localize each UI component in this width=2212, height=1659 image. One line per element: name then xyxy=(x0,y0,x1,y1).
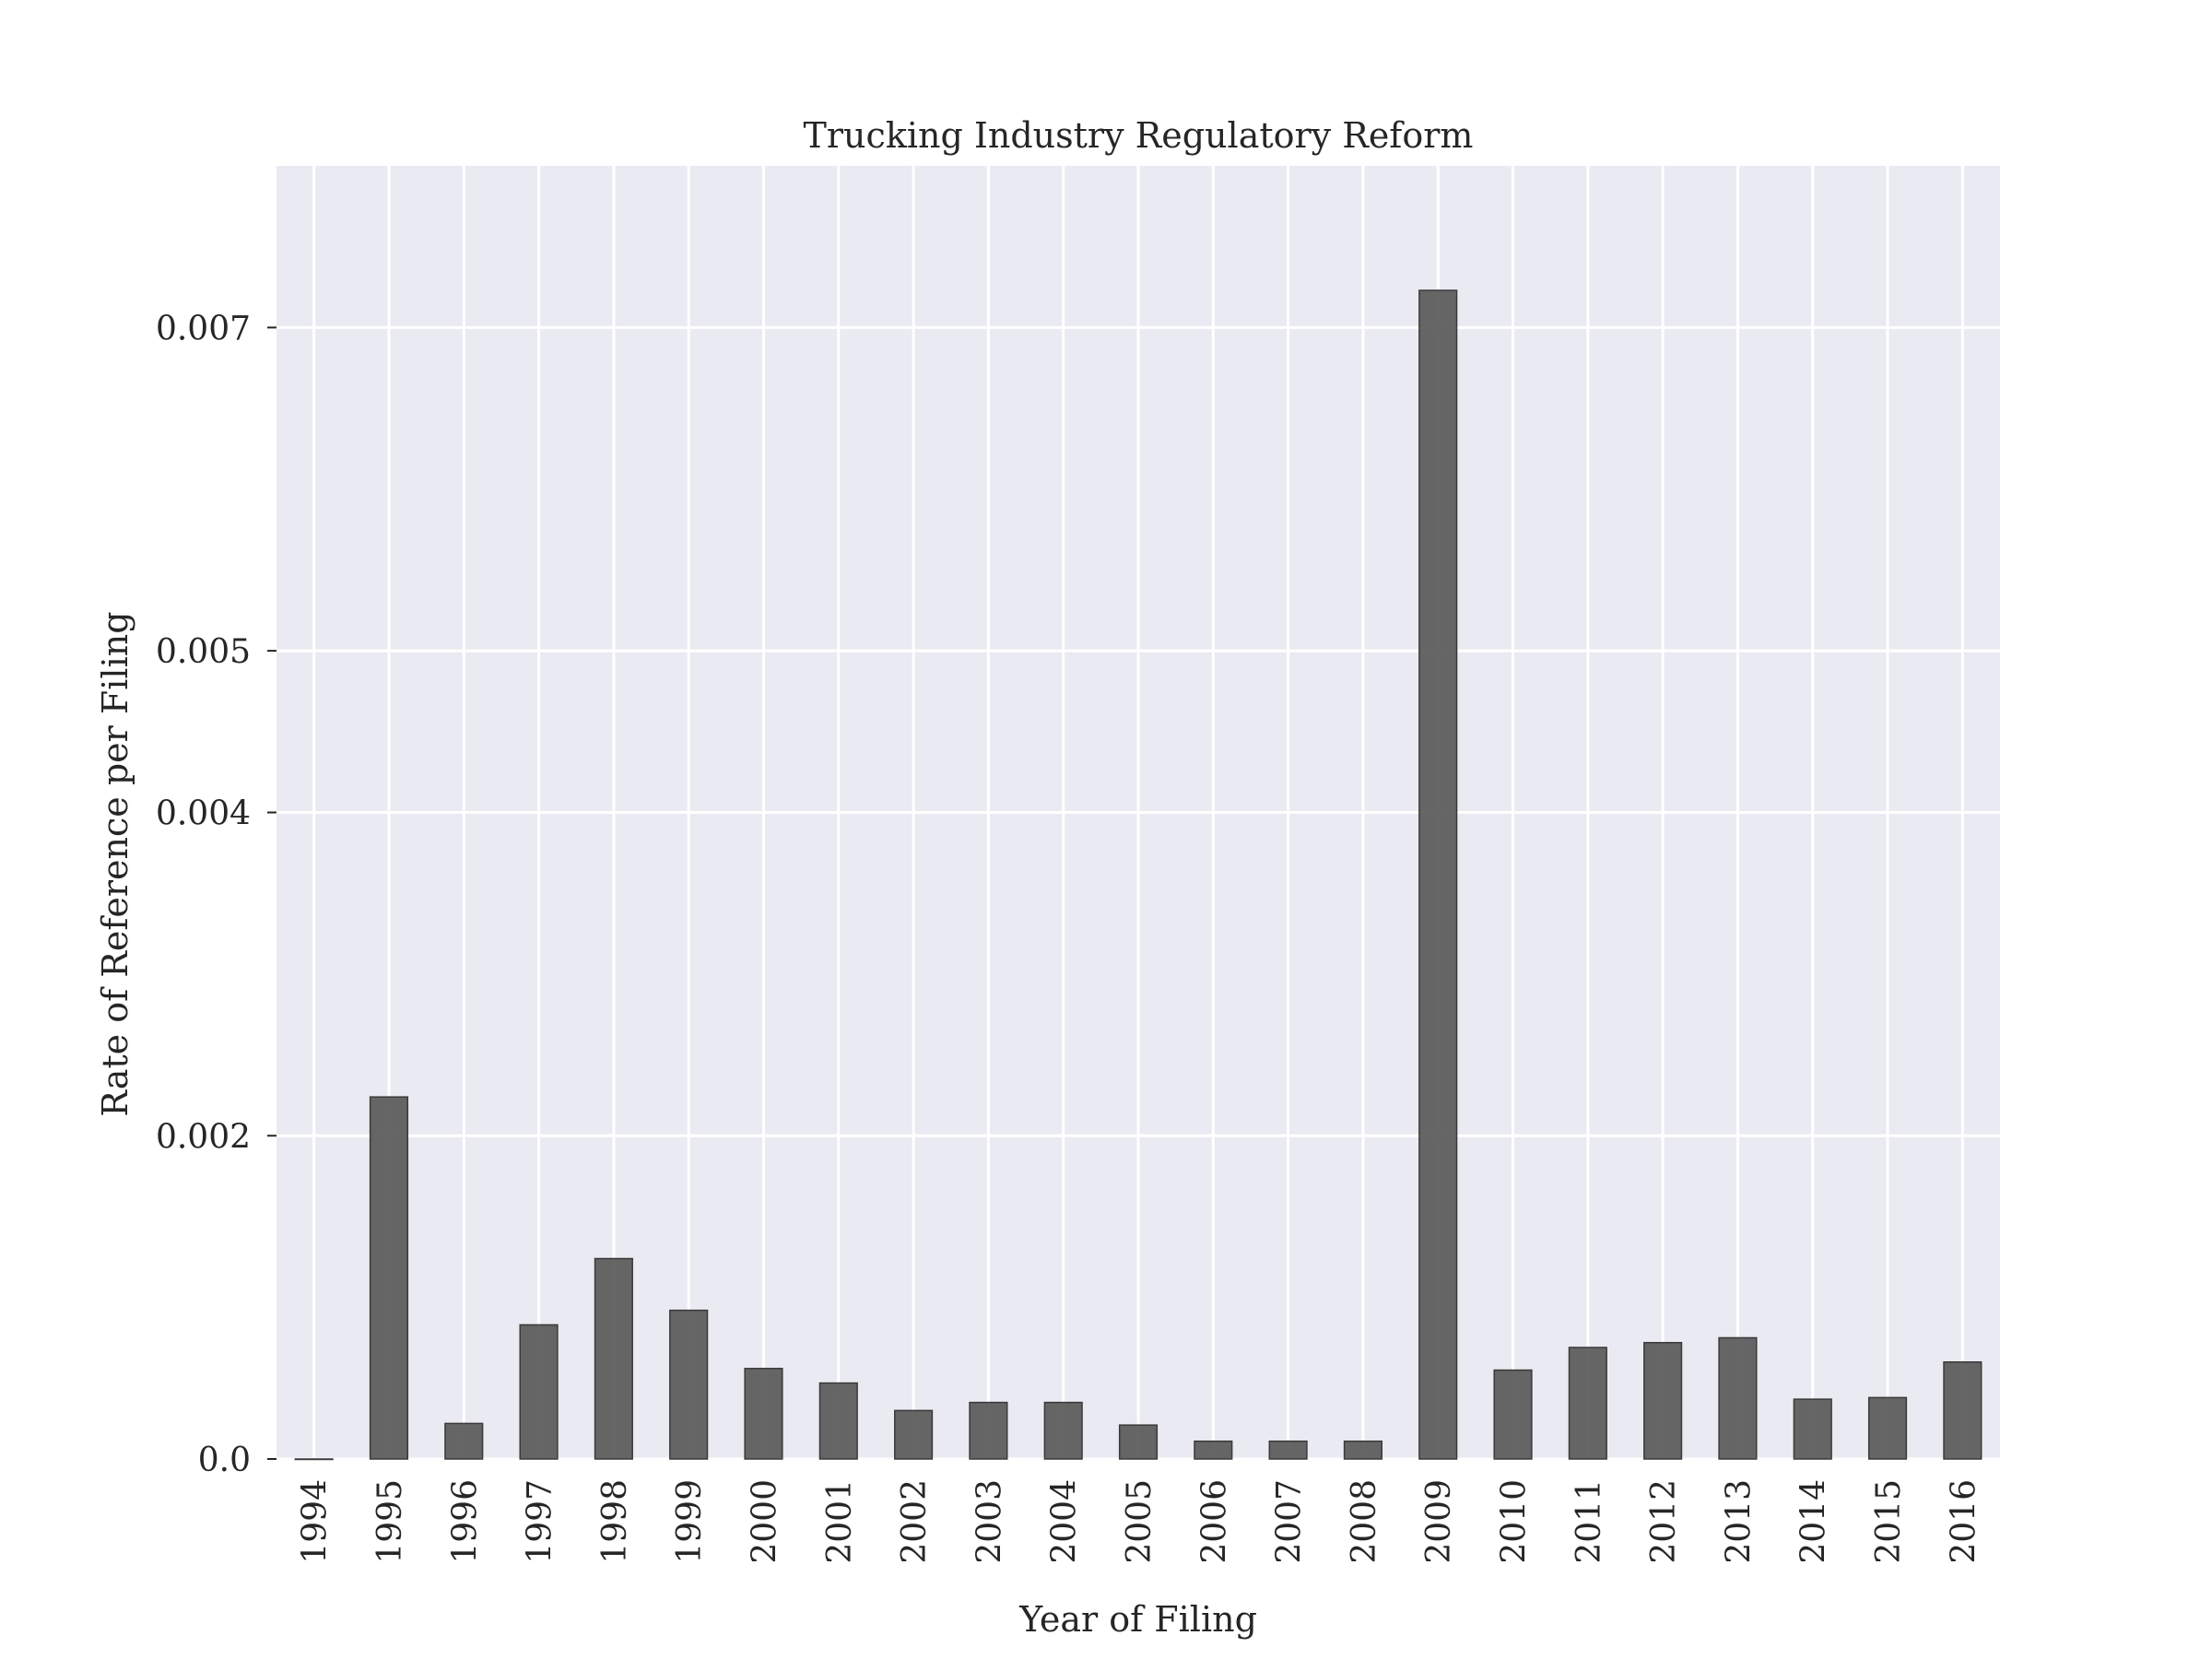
bar-2011 xyxy=(1568,1347,1607,1460)
x-tick-label: 1998 xyxy=(596,1479,634,1564)
x-tick-label: 2007 xyxy=(1271,1479,1309,1564)
y-tick-label: 0.007 xyxy=(156,310,251,347)
grid-lines xyxy=(276,166,2000,1461)
x-tick-label: 2013 xyxy=(1720,1479,1758,1564)
bar-2013 xyxy=(1718,1336,1758,1460)
x-tick-label: 1996 xyxy=(446,1479,484,1564)
bar-2012 xyxy=(1643,1341,1683,1460)
y-tick-label: 0.002 xyxy=(156,1118,251,1156)
x-tick-label: 2008 xyxy=(1346,1479,1383,1564)
x-tick-label: 1999 xyxy=(671,1479,709,1564)
bar-2009 xyxy=(1418,289,1458,1460)
x-tick-label: 2014 xyxy=(1795,1479,1833,1564)
bars xyxy=(294,289,1983,1461)
y-tick-label: 0.004 xyxy=(156,795,251,833)
bar-2007 xyxy=(1268,1440,1308,1460)
x-tick-label: 2005 xyxy=(1121,1479,1159,1564)
x-tick-label: 2010 xyxy=(1496,1479,1534,1564)
y-tick-label: 0.005 xyxy=(156,633,251,671)
x-tick-label: 2000 xyxy=(746,1479,783,1564)
chart-title: Trucking Industry Regulatory Reform xyxy=(804,115,1474,156)
bar-1997 xyxy=(519,1324,559,1460)
x-tick-label: 2004 xyxy=(1046,1479,1084,1564)
bar-1996 xyxy=(444,1422,484,1460)
x-tick-label: 1994 xyxy=(297,1479,335,1564)
bar-2014 xyxy=(1793,1398,1832,1460)
bar-1995 xyxy=(369,1096,409,1460)
bar-2016 xyxy=(1943,1361,1983,1460)
x-tick-label: 2016 xyxy=(1945,1479,1983,1564)
x-tick-label: 2001 xyxy=(821,1479,859,1564)
bar-2006 xyxy=(1194,1440,1233,1460)
bar-2005 xyxy=(1118,1424,1159,1460)
bar-2008 xyxy=(1343,1440,1382,1460)
bar-1999 xyxy=(669,1309,709,1460)
x-tick-label: 2009 xyxy=(1420,1479,1458,1564)
bar-1998 xyxy=(594,1257,633,1460)
x-axis-ticks: 1994 1995 1996 1997 1998 1999 2000 2001 2002 2003… xyxy=(297,1479,1983,1564)
bar-1994 xyxy=(294,1458,334,1461)
bar-2015 xyxy=(1867,1396,1908,1460)
x-tick-label: 2006 xyxy=(1195,1479,1233,1564)
bar-2010 xyxy=(1493,1369,1533,1460)
x-tick-label: 1997 xyxy=(522,1479,559,1564)
y-tick-label: 0.0 xyxy=(198,1441,251,1479)
x-tick-label: 2015 xyxy=(1870,1479,1908,1564)
x-tick-label: 2012 xyxy=(1645,1479,1683,1564)
x-tick-label: 2002 xyxy=(896,1479,934,1564)
y-axis-label: Rate of Reference per Filing xyxy=(95,611,135,1116)
x-tick-label: 2003 xyxy=(971,1479,1008,1564)
bar-2000 xyxy=(744,1368,783,1460)
x-axis-label: Year of Filing xyxy=(1018,1599,1257,1640)
bar-2001 xyxy=(818,1382,858,1460)
bar-2002 xyxy=(894,1409,934,1460)
x-tick-label: 1995 xyxy=(371,1479,409,1564)
bar-2003 xyxy=(969,1401,1008,1460)
x-tick-label: 2011 xyxy=(1571,1479,1608,1564)
y-axis-ticks: 0.0 0.002 0.004 0.005 0.007 xyxy=(156,310,276,1479)
bar-2004 xyxy=(1043,1401,1083,1460)
